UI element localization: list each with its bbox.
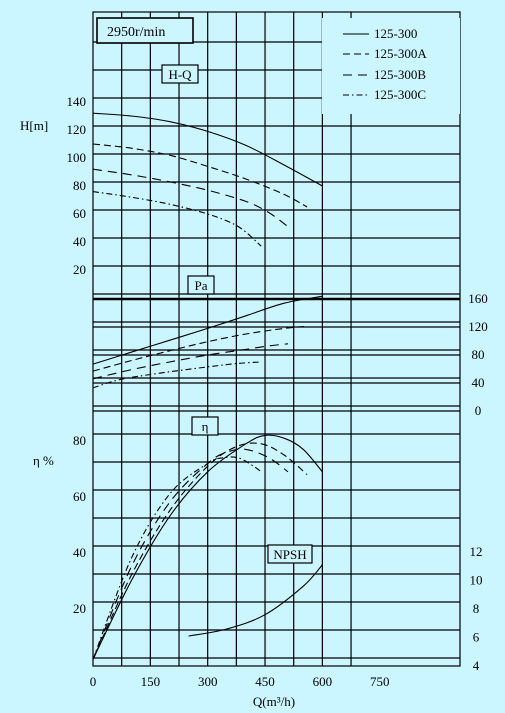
plot-frame	[92, 11, 461, 667]
hq-y-tick-label: 100	[67, 150, 87, 165]
x-tick-label: 300	[198, 674, 218, 689]
legend-entry-125-300b: 125-300B	[374, 67, 426, 82]
npsh-right-tick-label: 8	[473, 601, 480, 616]
tick-labels: 0 150 300 450 600 750204060801001201402040608…	[67, 94, 488, 689]
hq-y-tick-label: 120	[67, 122, 87, 137]
hq-y-tick-label: 60	[73, 206, 86, 221]
npsh-curve-125-300	[188, 564, 323, 637]
eta-curve-125-300	[92, 434, 323, 660]
eta-y-tick-label: 20	[73, 601, 86, 616]
pa-label-box	[187, 275, 215, 295]
eta-y-tick-label: 40	[73, 545, 86, 560]
pa-right-tick-label: 120	[468, 319, 488, 334]
legend-entry-125-300: 125-300	[374, 26, 417, 41]
legend: 125-300 125-300A 125-300B 125-300C	[322, 18, 460, 114]
pa-panel-label: Pa	[195, 278, 208, 293]
x-tick-label: 600	[313, 674, 333, 689]
pa-curve-125-300a	[92, 325, 308, 372]
hq-y-tick-label: 80	[73, 178, 86, 193]
hq-curve-125-300a	[92, 143, 308, 208]
npsh-panel-label: NPSH	[273, 547, 306, 562]
hq-panel-label: H-Q	[168, 67, 192, 82]
pa-curve-125-300	[92, 295, 323, 365]
hq-y-axis-label: H[m]	[20, 118, 48, 133]
eta-curve-125-300b	[92, 448, 289, 660]
eta-y-tick-label: 80	[73, 433, 86, 448]
hq-curve-125-300c	[92, 191, 262, 247]
pa-right-tick-label: 40	[472, 375, 485, 390]
eta-y-tick-label: 60	[73, 489, 86, 504]
x-tick-label: 750	[370, 674, 390, 689]
hq-curve-125-300	[92, 112, 323, 187]
npsh-right-tick-label: 12	[470, 544, 483, 559]
hq-label-box	[161, 64, 199, 84]
pa-right-tick-label: 0	[475, 403, 482, 418]
npsh-right-tick-label: 10	[470, 573, 483, 588]
x-tick-label: 150	[141, 674, 161, 689]
npsh-right-tick-label: 6	[473, 630, 480, 645]
speed-label-box	[96, 17, 194, 44]
series-layer	[92, 112, 323, 660]
hq-y-tick-label: 140	[67, 94, 87, 109]
eta-y-axis-label: η %	[33, 453, 54, 468]
legend-entry-125-300a: 125-300A	[374, 46, 427, 61]
eta-curve-125-300a	[92, 442, 308, 660]
legend-entry-125-300c: 125-300C	[374, 87, 426, 102]
npsh-right-tick-label: 4	[473, 658, 480, 673]
hq-curve-125-300b	[92, 168, 289, 228]
x-axis-label: Q(m³/h)	[253, 694, 295, 709]
x-tick-label: 0	[90, 674, 97, 689]
eta-label-box	[191, 416, 219, 436]
speed-label: 2950r/min	[107, 25, 165, 40]
eta-curve-125-300c	[92, 456, 262, 660]
eta-panel-label: η	[202, 419, 209, 434]
hq-y-tick-label: 40	[73, 234, 86, 249]
x-tick-label: 450	[255, 674, 275, 689]
pa-right-tick-label: 80	[472, 347, 485, 362]
hq-y-tick-label: 20	[73, 262, 86, 277]
pa-right-tick-label: 160	[468, 291, 488, 306]
npsh-label-box	[267, 544, 313, 564]
